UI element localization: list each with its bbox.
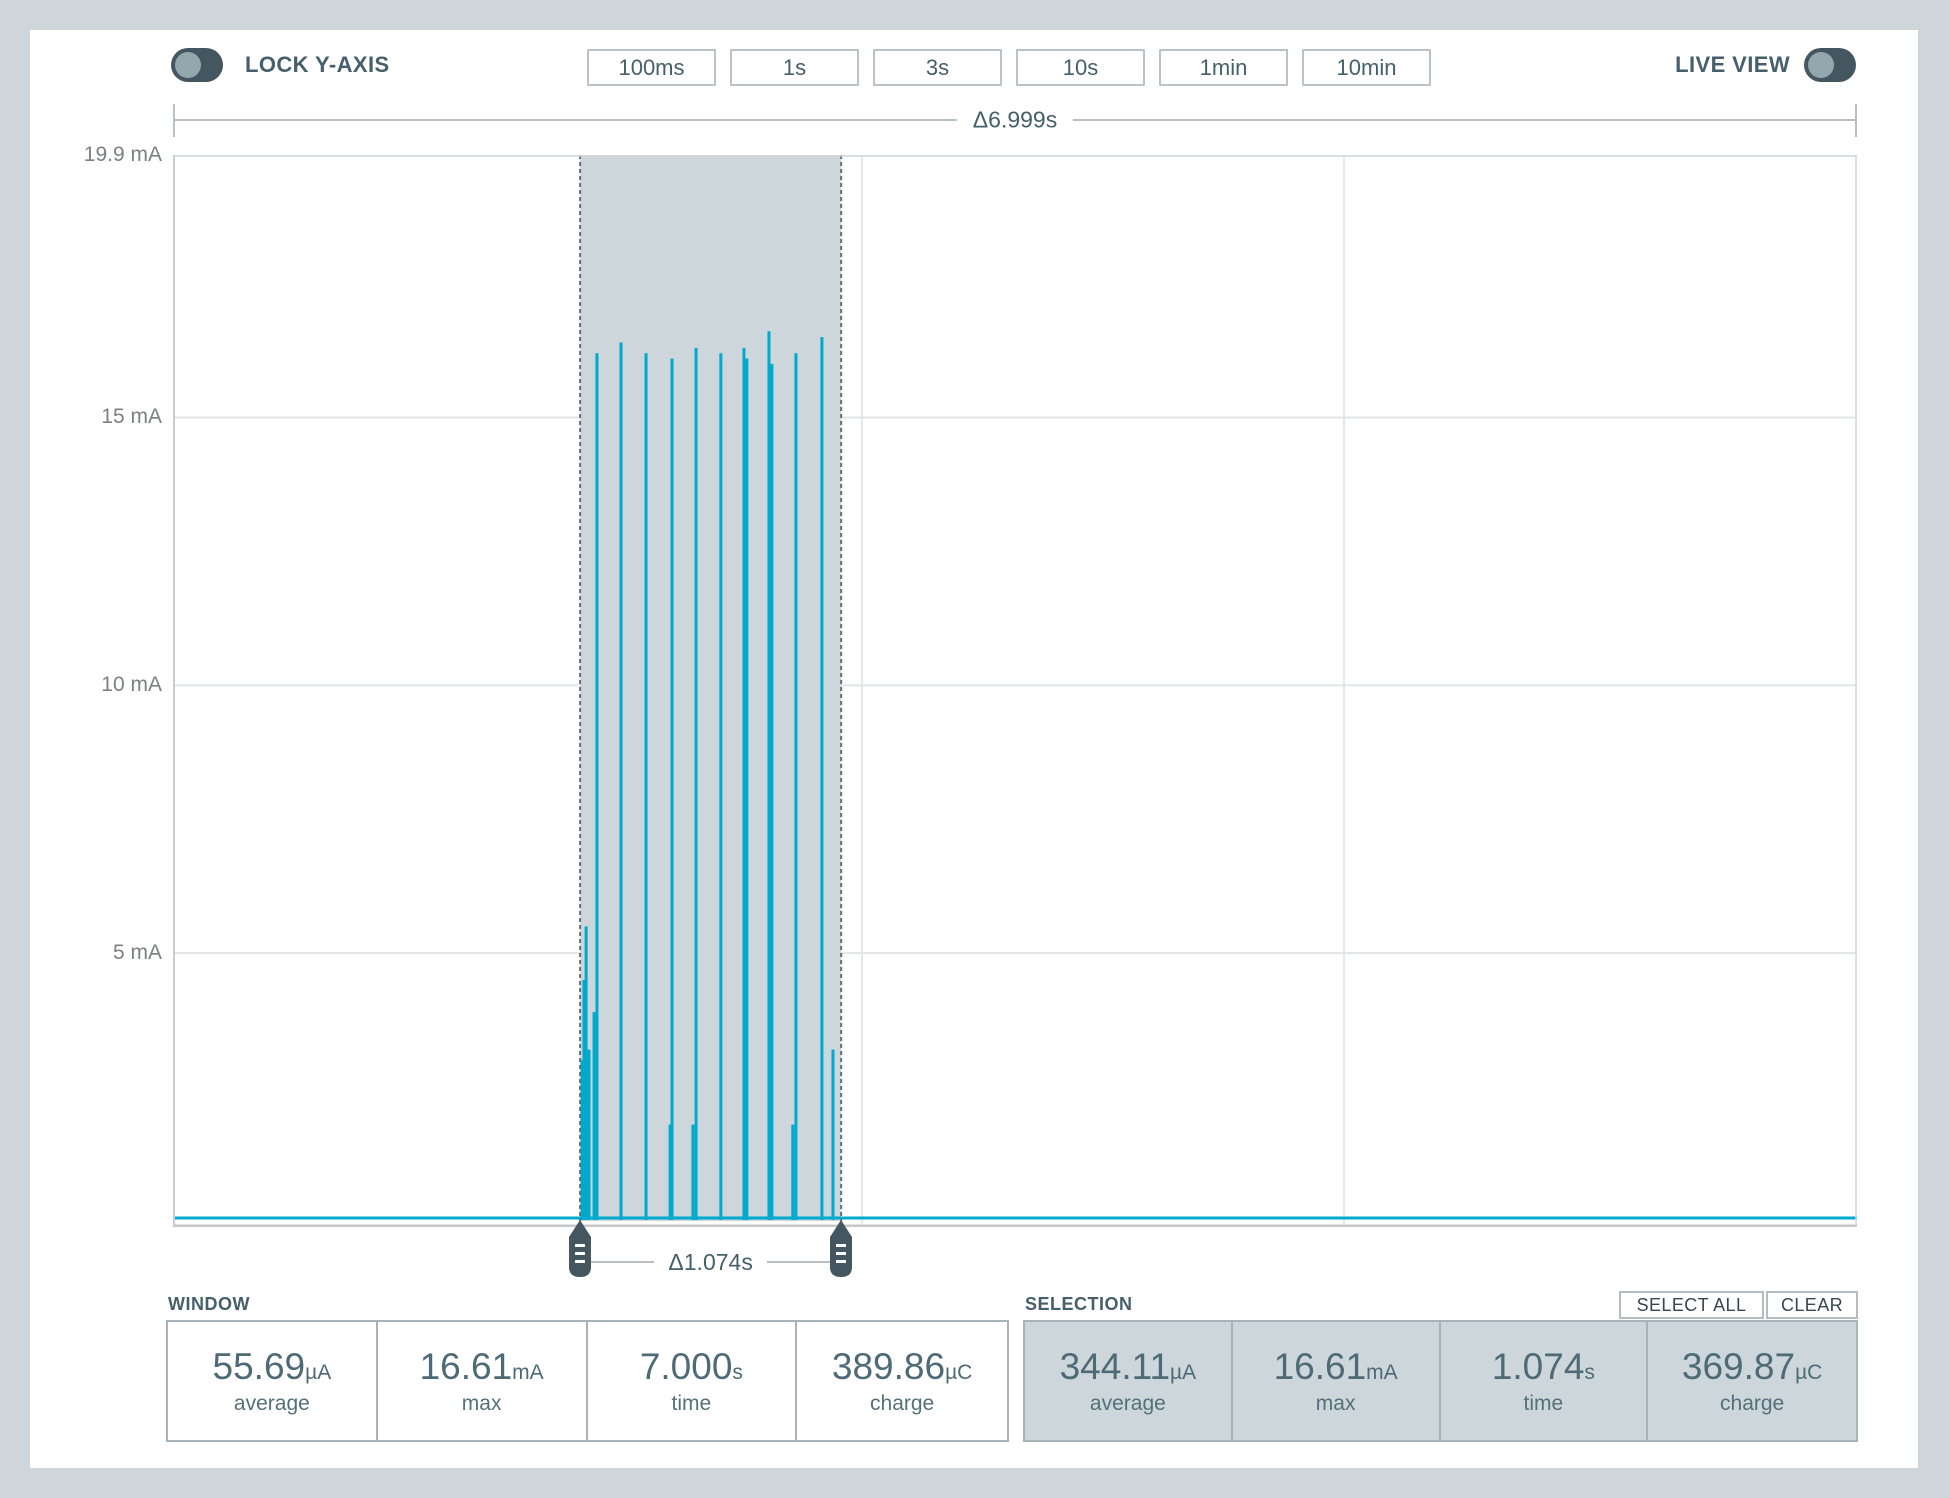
selection-average-label: average bbox=[1089, 1392, 1166, 1415]
selection-right-handle[interactable] bbox=[830, 1220, 853, 1277]
window-stats-grid: 55.69µA average 16.61mA max 7.000s time 389.86… bbox=[166, 1320, 1009, 1442]
selection-time-cell: 1.074s time bbox=[1440, 1322, 1649, 1440]
window-average-cell: 55.69µA average bbox=[168, 1322, 378, 1440]
window-charge-cell: 389.86µC charge bbox=[797, 1322, 1007, 1440]
zoom-button-1s[interactable]: 1s bbox=[730, 49, 859, 86]
chart-plot-area[interactable] bbox=[173, 154, 1857, 1228]
window-average-unit: µA bbox=[305, 1361, 332, 1384]
zoom-button-10min[interactable]: 10min bbox=[1302, 49, 1431, 86]
y-axis-tick-label: 5 mA bbox=[112, 941, 162, 965]
selection-max-unit: mA bbox=[1366, 1361, 1398, 1384]
selection-delta-label: Δ1.074s bbox=[668, 1248, 753, 1275]
selection-time-value: 1.074 bbox=[1491, 1346, 1585, 1387]
selection-stats-grid: 344.11µA average 16.61mA max 1.074s time 369.8… bbox=[1023, 1320, 1858, 1442]
y-axis-labels: 19.9 mA 15 mA 10 mA 5 mA bbox=[36, 143, 162, 1227]
toggle-knob-icon bbox=[1808, 52, 1834, 78]
window-time-cell: 7.000s time bbox=[587, 1322, 798, 1440]
window-charge-value: 389.86 bbox=[831, 1346, 946, 1387]
window-time-value: 7.000 bbox=[639, 1346, 733, 1387]
window-max-cell: 16.61mA max bbox=[377, 1322, 588, 1440]
selection-time-label: time bbox=[1523, 1392, 1564, 1415]
selection-max-cell: 16.61mA max bbox=[1232, 1322, 1441, 1440]
main-panel: LOCK Y-AXIS 100ms 1s 3s 10s 1min 10min LIVE V… bbox=[30, 30, 1918, 1468]
selection-max-label: max bbox=[1315, 1392, 1356, 1415]
selection-average-value: 344.11 bbox=[1059, 1346, 1171, 1387]
select-all-button[interactable]: SELECT ALL bbox=[1619, 1291, 1764, 1319]
zoom-button-10s[interactable]: 10s bbox=[1016, 49, 1145, 86]
zoom-buttons: 100ms 1s 3s 10s 1min 10min bbox=[587, 49, 1431, 86]
zoom-button-1min[interactable]: 1min bbox=[1159, 49, 1288, 86]
toggle-knob-icon bbox=[175, 52, 201, 78]
window-time-unit: s bbox=[732, 1361, 743, 1384]
selection-average-unit: µA bbox=[1170, 1361, 1197, 1384]
live-view-toggle[interactable] bbox=[1804, 48, 1856, 82]
selection-charge-unit: µC bbox=[1795, 1361, 1823, 1384]
window-delta-bracket: Δ6.999s bbox=[173, 104, 1857, 137]
y-axis-tick-label: 19.9 mA bbox=[83, 143, 162, 166]
selection-charge-value: 369.87 bbox=[1681, 1346, 1796, 1387]
selection-section-title: SELECTION bbox=[1025, 1294, 1133, 1314]
selection-max-value: 16.61 bbox=[1273, 1346, 1367, 1387]
selection-left-handle[interactable] bbox=[569, 1220, 592, 1277]
lock-y-axis-toggle[interactable] bbox=[171, 48, 223, 82]
window-max-label: max bbox=[461, 1392, 502, 1415]
window-charge-label: charge bbox=[870, 1392, 935, 1415]
selection-overlay[interactable] bbox=[580, 155, 842, 1221]
window-charge-unit: µC bbox=[945, 1361, 973, 1384]
zoom-button-100ms[interactable]: 100ms bbox=[587, 49, 716, 86]
selection-average-cell: 344.11µA average bbox=[1025, 1322, 1233, 1440]
window-time-label: time bbox=[671, 1392, 712, 1415]
y-axis-tick-label: 10 mA bbox=[101, 673, 162, 697]
window-average-value: 55.69 bbox=[212, 1346, 306, 1387]
y-axis-tick-label: 15 mA bbox=[101, 405, 162, 429]
live-view-label: LIVE VIEW bbox=[1675, 52, 1790, 77]
selection-charge-label: charge bbox=[1720, 1392, 1785, 1415]
selection-time-unit: s bbox=[1584, 1361, 1595, 1384]
window-max-value: 16.61 bbox=[419, 1346, 513, 1387]
selection-delta: Δ1.074s bbox=[591, 1248, 831, 1276]
clear-button[interactable]: CLEAR bbox=[1766, 1291, 1858, 1319]
window-section-title: WINDOW bbox=[168, 1294, 250, 1314]
window-delta-label: Δ6.999s bbox=[956, 106, 1074, 134]
window-average-label: average bbox=[233, 1392, 310, 1415]
zoom-button-3s[interactable]: 3s bbox=[873, 49, 1002, 86]
selection-charge-cell: 369.87µC charge bbox=[1648, 1322, 1856, 1440]
lock-y-axis-label: LOCK Y-AXIS bbox=[245, 52, 390, 77]
window-max-unit: mA bbox=[512, 1361, 544, 1384]
